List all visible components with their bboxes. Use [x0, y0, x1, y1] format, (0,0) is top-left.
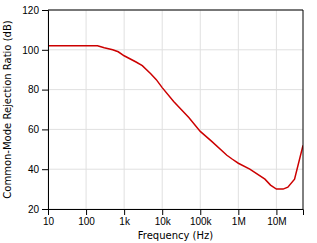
x-grid-line — [86, 10, 87, 209]
x-tick-mark — [162, 209, 163, 215]
y-tick-mark — [42, 209, 48, 210]
x-tick-mark — [200, 209, 201, 215]
x-tick: 100 — [78, 209, 95, 227]
x-axis-line — [49, 210, 304, 216]
y-grid-line — [48, 89, 303, 90]
y-tick-label: 60 — [28, 124, 40, 135]
x-tick-mark — [276, 209, 277, 215]
y-grid-line — [48, 10, 303, 11]
x-tick-label: 10 — [43, 216, 55, 227]
y-tick: 120 — [22, 5, 48, 16]
x-tick-label: 1k — [119, 216, 131, 227]
grid — [48, 10, 303, 209]
x-axis: 10 100 1k 10k 100k 1M 10M — [43, 209, 304, 227]
x-grid-line — [124, 10, 125, 209]
y-axis: 20 40 60 80 100 120 — [22, 5, 48, 215]
y-tick-mark — [42, 129, 48, 130]
y-axis-line — [42, 11, 49, 210]
x-tick-label: 10k — [155, 216, 172, 227]
x-tick-mark — [124, 209, 125, 215]
y-grid-line — [48, 169, 303, 170]
y-tick-mark — [42, 10, 48, 11]
y-tick-mark — [42, 50, 48, 51]
y-grid-line — [48, 49, 303, 50]
y-tick: 40 — [28, 164, 48, 175]
x-grid-line — [200, 10, 201, 209]
y-tick-mark — [42, 90, 48, 91]
y-axis-title: Common-Mode Rejection Ratio (dB) — [2, 20, 13, 198]
x-tick: 1k — [119, 209, 131, 227]
x-axis-title: Frequency (Hz) — [138, 230, 214, 241]
x-tick-label: 10M — [267, 216, 286, 227]
y-tick: 60 — [28, 124, 48, 135]
x-tick: 10 — [43, 209, 55, 227]
x-tick: 1M — [232, 209, 246, 227]
y-tick-label: 100 — [22, 45, 39, 56]
x-tick: 10k — [155, 209, 172, 227]
y-tick: 100 — [22, 45, 48, 56]
x-tick-label: 1M — [232, 216, 246, 227]
y-tick-mark — [42, 169, 48, 170]
x-tick-mark — [238, 209, 239, 215]
x-tick-label: 100 — [78, 216, 95, 227]
x-grid-line — [276, 10, 277, 209]
y-tick-label: 40 — [28, 164, 40, 175]
y-tick: 80 — [28, 84, 48, 95]
frame — [303, 10, 304, 209]
x-grid-line — [162, 10, 163, 209]
y-tick: 20 — [28, 204, 48, 215]
curve — [48, 46, 303, 189]
chart: 10 100 1k 10k 100k 1M 10M 20 40 60 80 100 120 Frequen… — [0, 0, 317, 243]
x-tick: 100k — [190, 209, 213, 227]
x-tick: 10M — [267, 209, 286, 227]
frame — [48, 10, 303, 11]
plot: 10 100 1k 10k 100k 1M 10M 20 40 60 80 100 120 — [22, 5, 303, 227]
marks — [48, 46, 303, 189]
y-tick-label: 80 — [28, 84, 40, 95]
y-tick-label: 120 — [22, 5, 39, 16]
x-tick-label: 100k — [190, 216, 213, 227]
x-tick-mark — [86, 209, 87, 215]
y-grid-line — [48, 129, 303, 130]
y-tick-label: 20 — [28, 204, 40, 215]
x-grid-line — [238, 10, 239, 209]
